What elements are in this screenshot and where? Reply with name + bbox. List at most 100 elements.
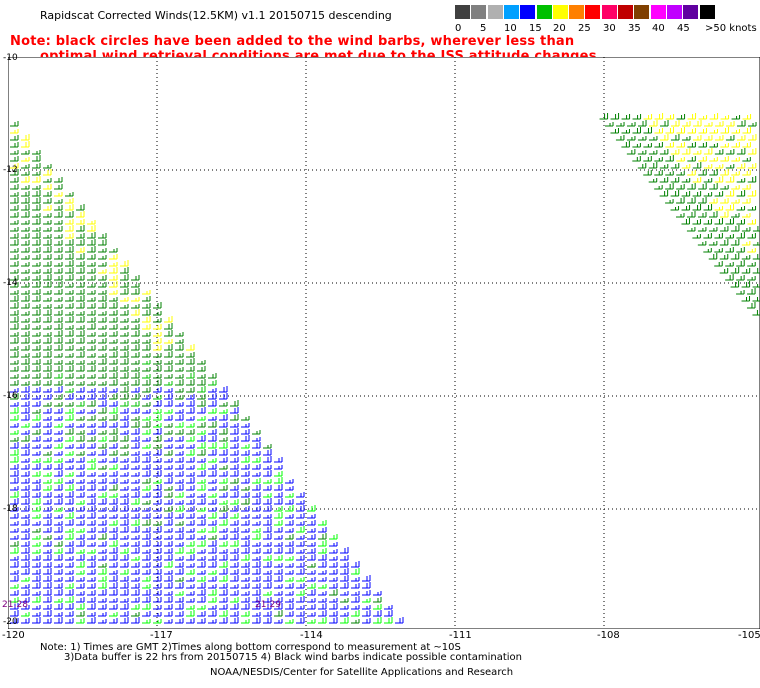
wind-barb — [65, 233, 74, 239]
wind-barb — [230, 554, 239, 561]
wind-barb — [747, 134, 757, 141]
wind-barb — [720, 156, 729, 162]
wind-barb — [32, 498, 41, 505]
wind-barb — [296, 590, 305, 596]
wind-barb — [76, 528, 85, 533]
wind-barb — [164, 330, 173, 337]
wind-barb — [109, 582, 118, 589]
wind-barb — [10, 380, 19, 386]
wind-barb — [252, 548, 261, 554]
wind-barb — [153, 435, 162, 442]
wind-barb — [219, 492, 228, 498]
wind-barb — [263, 493, 272, 498]
wind-barb — [714, 261, 723, 267]
wind-barb — [274, 512, 283, 519]
wind-barb — [698, 169, 707, 176]
wind-barb — [87, 254, 96, 260]
wind-barb — [208, 584, 217, 589]
wind-barb — [76, 416, 85, 421]
wind-barb — [230, 450, 239, 456]
wind-barb — [175, 344, 184, 351]
wind-barb — [109, 267, 118, 274]
wind-barb — [241, 514, 250, 519]
wind-barb — [219, 534, 228, 540]
wind-barb — [197, 498, 206, 505]
wind-barb — [65, 393, 74, 400]
wind-barb — [164, 512, 173, 519]
wind-barb — [263, 548, 272, 554]
wind-barb — [10, 177, 19, 183]
wind-barb — [142, 402, 151, 407]
wind-barb — [10, 374, 19, 379]
wind-barb — [76, 395, 85, 400]
wind-barb — [252, 478, 261, 484]
wind-barb — [186, 366, 195, 372]
wind-barb — [65, 428, 74, 435]
wind-barb — [208, 555, 217, 561]
wind-barb — [21, 381, 30, 386]
wind-barb — [709, 169, 718, 176]
wind-barb — [175, 500, 184, 505]
wind-barb — [21, 211, 30, 218]
wind-barb — [241, 423, 250, 428]
wind-barb — [32, 444, 41, 449]
wind-barb — [65, 198, 74, 204]
wind-barb — [142, 611, 151, 617]
wind-barb — [219, 519, 228, 526]
wind-barb — [32, 352, 41, 358]
wind-barb — [87, 415, 96, 421]
wind-barb — [197, 582, 206, 589]
wind-barb — [197, 449, 206, 456]
wind-barb — [120, 304, 129, 309]
wind-barb — [54, 275, 63, 281]
wind-barb — [197, 528, 206, 533]
wind-barb — [131, 408, 140, 414]
wind-barb — [186, 528, 195, 533]
wind-barb — [65, 570, 74, 575]
wind-barb — [76, 540, 85, 547]
wind-barb — [54, 184, 63, 190]
wind-barb — [65, 465, 74, 470]
wind-barb — [373, 617, 382, 624]
wind-barb — [219, 575, 228, 582]
wind-barb — [329, 611, 338, 617]
wind-barb — [65, 253, 74, 260]
wind-barb — [263, 570, 272, 575]
wind-barb — [76, 457, 85, 463]
wind-barb — [714, 218, 723, 225]
wind-barb — [186, 605, 195, 610]
wind-barb — [65, 303, 74, 309]
wind-barb — [725, 234, 734, 239]
wind-barb — [98, 533, 107, 540]
wind-barb — [10, 337, 19, 344]
wind-barb — [76, 387, 85, 393]
wind-barb — [87, 297, 96, 302]
wind-barb — [87, 275, 96, 281]
wind-barb — [164, 472, 173, 477]
wind-barb — [318, 533, 327, 540]
wind-barb — [43, 437, 52, 442]
wind-barb — [10, 163, 19, 169]
wind-barb — [252, 437, 261, 442]
wind-barb — [164, 535, 173, 540]
wind-barb — [197, 561, 206, 568]
wind-barb — [21, 541, 30, 547]
wind-barb — [307, 554, 316, 561]
wind-barb — [65, 472, 74, 477]
wind-barb — [219, 589, 228, 596]
wind-barb — [142, 360, 151, 365]
legend-swatch — [569, 5, 585, 19]
wind-barb — [741, 268, 751, 274]
wind-barb — [21, 311, 30, 316]
wind-barb — [175, 542, 184, 547]
wind-barb — [197, 514, 206, 519]
wind-barb — [76, 374, 85, 379]
wind-barb — [175, 611, 184, 617]
wind-barb — [153, 345, 162, 351]
wind-barb — [87, 479, 96, 484]
wind-barb — [10, 156, 19, 162]
wind-barb — [219, 437, 228, 442]
wind-barb — [709, 129, 718, 134]
legend-swatch — [618, 5, 633, 19]
wind-barb — [637, 136, 647, 141]
